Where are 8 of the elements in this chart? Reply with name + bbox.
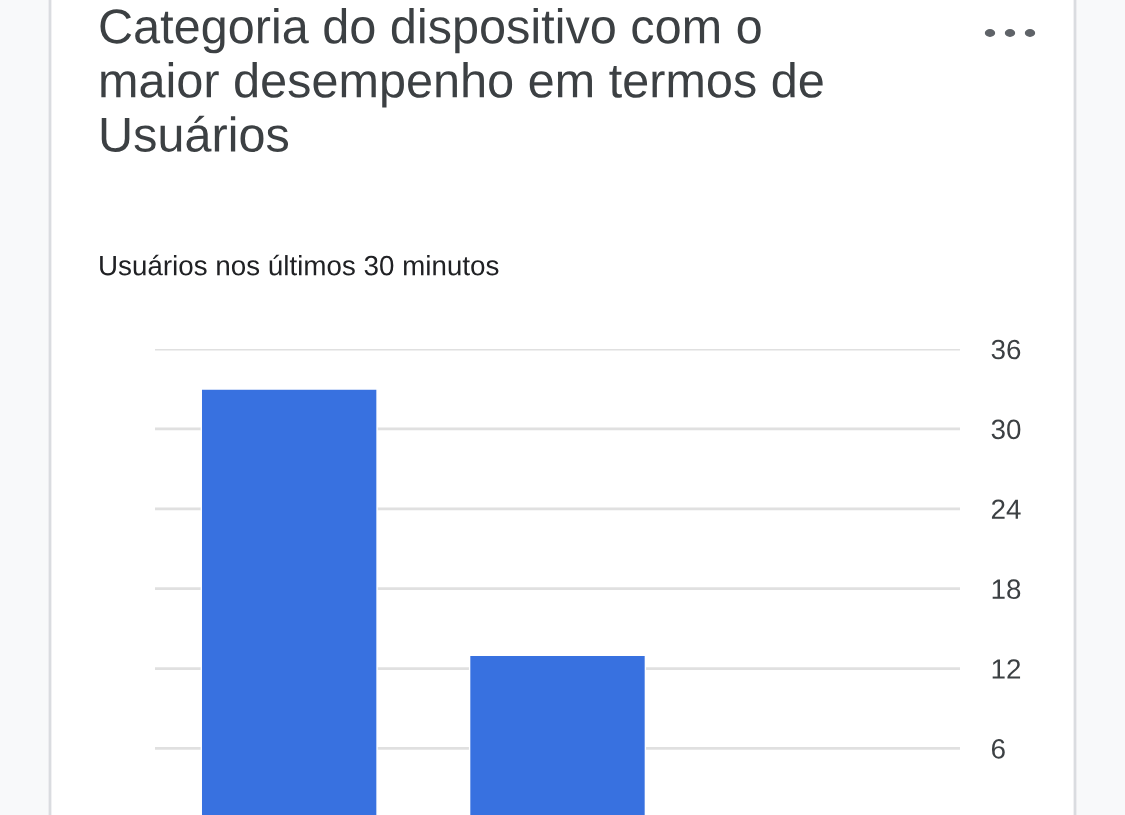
chart-title: Categoria do dispositivo com o maior desempenho em termos de Usuários	[100, 8, 823, 152]
y-tick-label: 6	[991, 739, 1005, 759]
y-tick-label: 24	[991, 499, 1021, 519]
y-tick-label: 18	[992, 579, 1021, 599]
chart-subtitle: Usuários nos últimos 30 minutos	[100, 254, 499, 276]
y-tick-label: 30	[991, 419, 1021, 440]
y-tick-label: 12	[992, 659, 1021, 679]
y-tick-label: 36	[991, 339, 1021, 360]
